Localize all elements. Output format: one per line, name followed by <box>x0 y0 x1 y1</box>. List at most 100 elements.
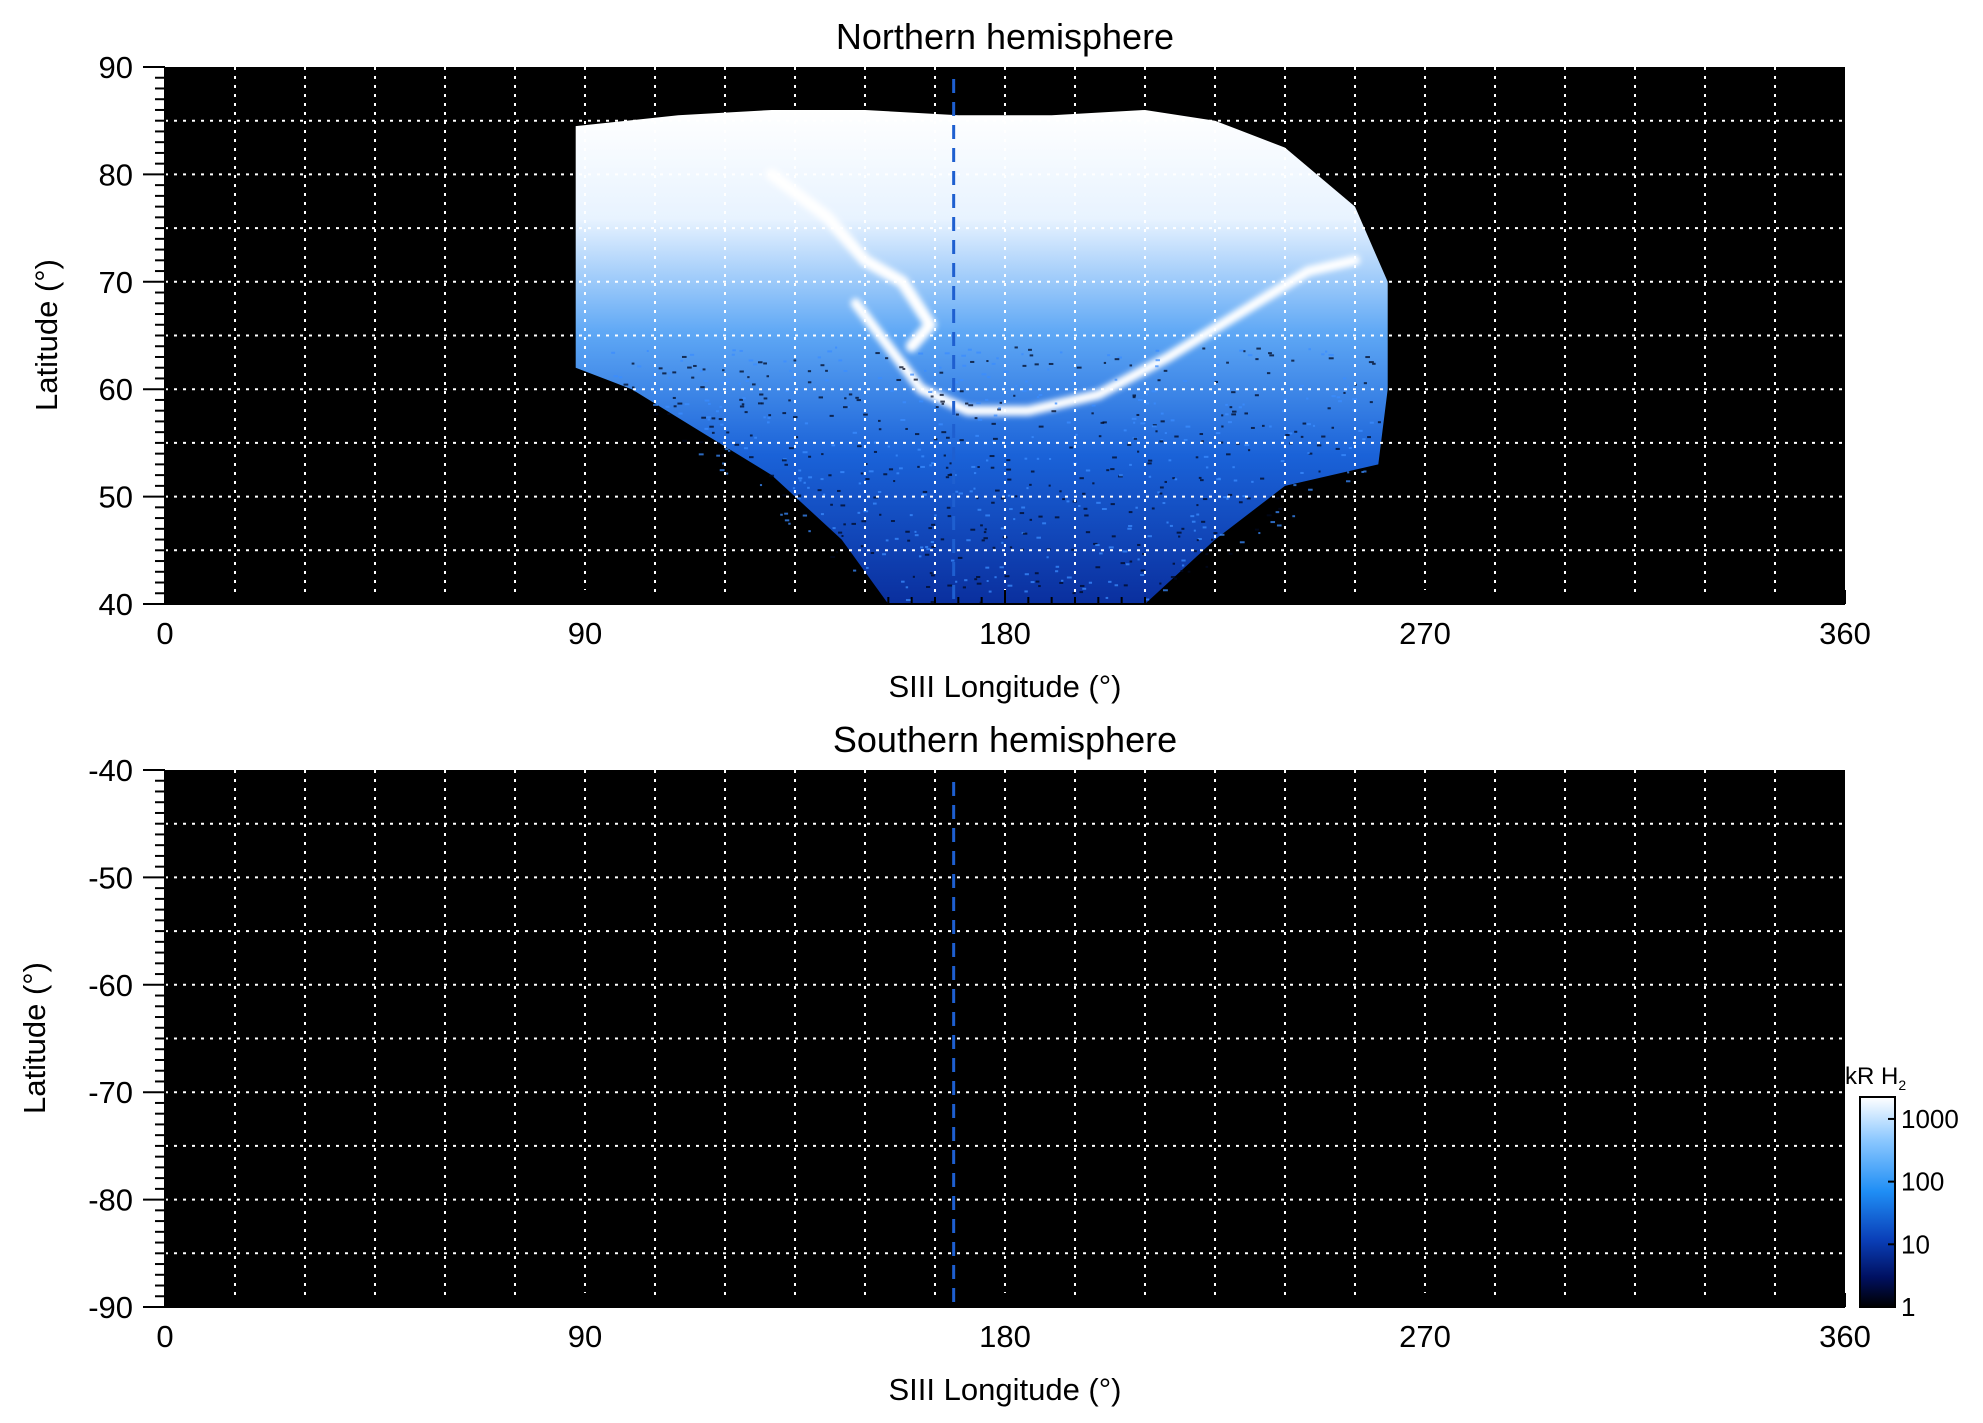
emission-speckle <box>1164 432 1167 435</box>
emission-speckle <box>976 351 982 354</box>
emission-speckle <box>1164 480 1167 483</box>
emission-speckle <box>1071 379 1077 382</box>
emission-speckle <box>857 511 861 514</box>
emission-speckle <box>993 414 998 417</box>
emission-speckle <box>940 538 945 541</box>
emission-speckle <box>1132 396 1136 399</box>
emission-speckle <box>1133 437 1138 440</box>
emission-speckle <box>995 489 1000 492</box>
emission-speckle <box>868 470 874 473</box>
emission-speckle <box>1174 435 1179 438</box>
emission-speckle <box>1285 434 1290 437</box>
emission-speckle <box>734 443 740 446</box>
emission-speckle <box>968 404 974 407</box>
emission-speckle <box>832 527 836 530</box>
emission-speckle <box>910 373 914 376</box>
emission-speckle <box>768 414 772 417</box>
emission-speckle <box>1003 370 1009 373</box>
emission-speckle <box>744 447 748 450</box>
emission-speckle <box>720 423 724 426</box>
north-y-axis: 40 50 60 70 80 90 <box>99 50 166 622</box>
x-tick-label: 180 <box>979 616 1031 651</box>
emission-speckle <box>726 380 730 383</box>
emission-speckle <box>1341 454 1346 457</box>
emission-speckle <box>878 428 882 431</box>
emission-speckle <box>912 575 915 578</box>
emission-speckle <box>1246 497 1251 500</box>
emission-speckle <box>719 405 723 408</box>
emission-speckle <box>1000 527 1005 530</box>
emission-speckle <box>873 496 879 499</box>
emission-speckle <box>939 371 944 374</box>
emission-speckle <box>701 416 706 419</box>
emission-speckle <box>769 474 775 477</box>
colorbar-gradient <box>1859 1096 1896 1308</box>
emission-speckle <box>929 572 933 575</box>
emission-speckle <box>1196 504 1199 507</box>
southern-hemisphere-panel: Southern hemisphere 0 90 180 270 360 -90-80-… <box>17 719 1871 1407</box>
emission-speckle <box>1293 484 1297 487</box>
emission-speckle <box>1079 477 1084 480</box>
emission-speckle <box>1091 404 1096 407</box>
emission-speckle <box>831 444 836 447</box>
y-tick-label: 70 <box>99 265 133 300</box>
emission-speckle <box>905 427 908 430</box>
emission-speckle <box>980 524 983 527</box>
emission-speckle <box>783 360 787 363</box>
emission-speckle <box>1261 424 1265 427</box>
north-main-oval <box>850 255 1360 416</box>
emission-speckle <box>1254 394 1259 397</box>
emission-speckle <box>798 469 802 472</box>
emission-speckle <box>1365 356 1370 359</box>
emission-speckle <box>838 531 843 534</box>
emission-speckle <box>1036 396 1040 399</box>
emission-speckle <box>977 508 982 511</box>
emission-speckle <box>1036 457 1040 460</box>
emission-speckle <box>1169 524 1173 527</box>
colorbar-label-main: kR H <box>1845 1063 1898 1090</box>
emission-speckle <box>802 387 806 390</box>
emission-speckle <box>739 349 743 352</box>
emission-speckle <box>984 528 987 531</box>
emission-speckle <box>1153 402 1156 405</box>
emission-speckle <box>976 582 982 585</box>
emission-speckle <box>1095 544 1100 547</box>
north-auroral-emission <box>575 110 1388 604</box>
emission-speckle <box>1000 497 1006 500</box>
emission-speckle <box>887 445 890 448</box>
emission-speckle <box>827 350 833 353</box>
colorbar: kR H2 1000 100 10 1 <box>1845 1063 1959 1322</box>
south-x-axis-label: SIII Longitude (°) <box>889 1372 1122 1407</box>
emission-speckle <box>1030 581 1035 584</box>
emission-speckle <box>803 481 806 484</box>
emission-speckle <box>1321 435 1326 438</box>
emission-speckle <box>947 474 953 477</box>
emission-speckle <box>613 375 618 378</box>
emission-speckle <box>1228 552 1233 555</box>
emission-speckle <box>1266 372 1271 375</box>
north-panel-title: Northern hemisphere <box>836 16 1174 57</box>
emission-speckle <box>918 555 922 558</box>
emission-speckle <box>1172 562 1176 565</box>
emission-speckle <box>959 439 964 442</box>
emission-speckle <box>1034 363 1039 366</box>
emission-speckle <box>1151 507 1155 510</box>
emission-speckle <box>985 398 989 401</box>
emission-speckle <box>905 599 911 602</box>
emission-speckle <box>1117 356 1122 359</box>
emission-speckle <box>1358 429 1363 432</box>
emission-speckle <box>1205 466 1209 469</box>
north-x-axis: 0 90 180 270 360 <box>156 590 1871 651</box>
emission-speckle <box>1338 400 1342 403</box>
emission-speckle <box>1205 565 1209 568</box>
emission-speckle <box>1232 466 1235 469</box>
emission-speckle <box>759 484 763 487</box>
emission-speckle <box>1013 394 1016 397</box>
emission-speckle <box>924 369 927 372</box>
emission-speckle <box>711 431 715 434</box>
emission-speckle <box>1129 463 1132 466</box>
emission-speckle <box>1083 507 1088 510</box>
emission-speckle <box>1268 352 1272 355</box>
emission-speckle <box>707 418 711 421</box>
